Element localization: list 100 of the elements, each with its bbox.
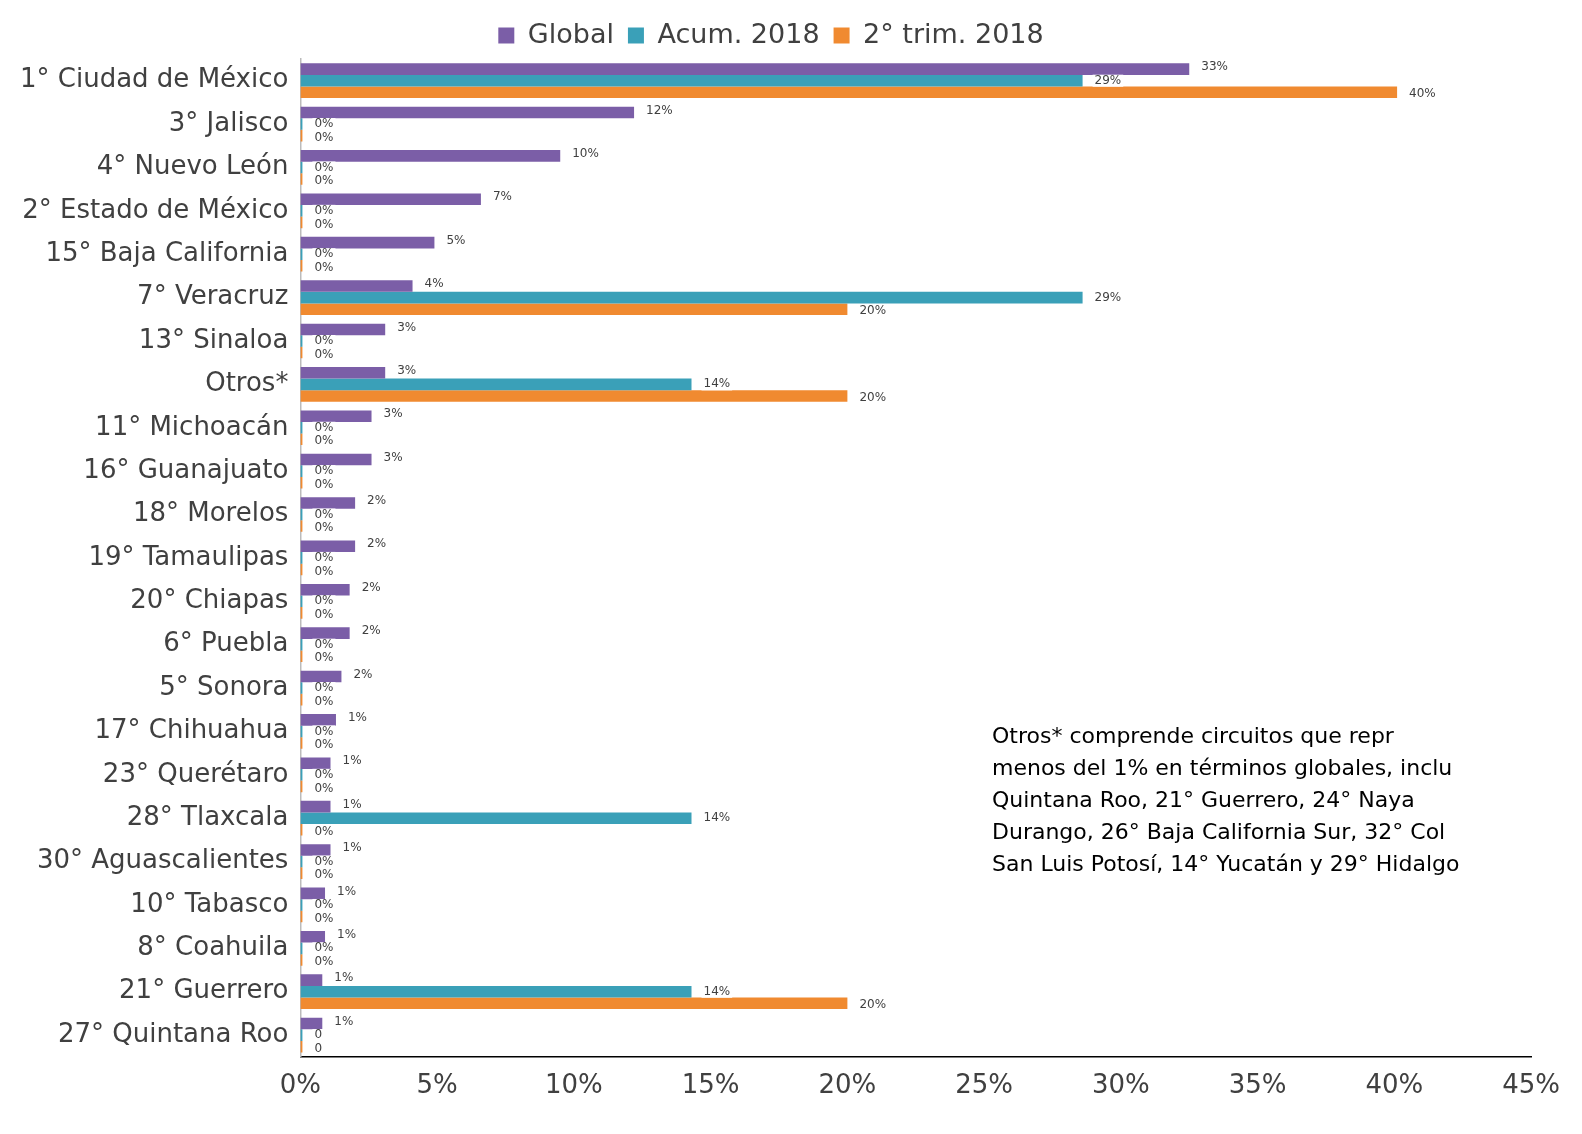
bar <box>300 291 1083 304</box>
data-label: 7% <box>492 189 512 204</box>
x-tick-label: 20% <box>818 1069 877 1100</box>
data-label: 0% <box>314 853 334 868</box>
bar <box>300 193 481 206</box>
data-label: 20% <box>859 303 887 318</box>
y-tick-label: 17° Chihuahua <box>94 714 289 745</box>
bar <box>300 844 331 856</box>
data-label: 0% <box>314 433 334 448</box>
bar <box>300 86 1398 99</box>
bar <box>300 303 848 315</box>
data-label: 40% <box>1409 86 1436 101</box>
y-tick-label: 8° Coahuila <box>137 931 289 962</box>
data-label: 4% <box>424 276 444 291</box>
y-tick-label: 2° Estado de México <box>22 193 289 224</box>
bar <box>300 367 386 379</box>
y-tick-label: 11° Michoacán <box>95 410 289 441</box>
data-label: 1% <box>342 840 362 855</box>
data-label: 0% <box>314 780 334 795</box>
x-tick-label: 10% <box>545 1069 603 1100</box>
data-label: 14% <box>703 810 731 825</box>
data-label: 2% <box>367 493 387 508</box>
data-label: 0% <box>314 954 334 969</box>
bar <box>300 453 372 466</box>
data-label: 0% <box>314 693 334 708</box>
data-label: 0% <box>314 346 334 361</box>
bar <box>300 150 561 162</box>
data-label: 0% <box>314 476 334 491</box>
data-label: 14% <box>703 983 731 998</box>
y-tick-label: 4° Nuevo León <box>96 150 289 181</box>
x-tick-label: 45% <box>1502 1069 1560 1100</box>
y-tick-label: 10° Tabasco <box>130 887 289 918</box>
data-label: 0% <box>314 520 334 535</box>
data-label: 0% <box>314 259 334 274</box>
x-tick-label: 40% <box>1365 1069 1424 1100</box>
y-tick-label: 20° Chiapas <box>130 584 289 615</box>
data-label: 0% <box>314 506 334 521</box>
data-label: 3% <box>397 362 417 377</box>
legend-label: Acum. 2018 <box>657 17 820 49</box>
data-label: 1% <box>347 709 368 724</box>
data-label: 0% <box>314 737 334 752</box>
data-label: 0% <box>314 593 334 608</box>
data-label: 1% <box>342 753 362 768</box>
data-label: 0% <box>314 606 334 621</box>
data-label: 0% <box>314 823 334 838</box>
data-label: 0% <box>314 216 334 231</box>
y-tick-label: Otros* <box>205 367 289 398</box>
bar <box>300 974 323 986</box>
data-label: 0 <box>314 1040 323 1055</box>
legend-label: 2° trim. 2018 <box>863 17 1044 49</box>
y-tick-label: 15° Baja California <box>45 236 289 267</box>
bar <box>300 280 413 292</box>
bar <box>300 670 342 683</box>
data-label: 0 <box>314 1027 323 1042</box>
data-label: 0% <box>314 910 334 925</box>
bar <box>300 236 435 249</box>
data-label: 0% <box>314 897 334 912</box>
x-tick-label: 25% <box>955 1069 1014 1100</box>
bar <box>300 800 331 813</box>
data-label: 2% <box>361 579 381 594</box>
x-tick-label: 0% <box>279 1069 322 1100</box>
data-label: 14% <box>703 376 731 391</box>
data-label: 0% <box>314 419 334 434</box>
data-label: 0% <box>314 116 334 131</box>
data-label: 1% <box>342 796 362 811</box>
bar <box>300 378 692 391</box>
legend-label: Global <box>527 17 614 49</box>
y-tick-label: 21° Guerrero <box>119 974 289 1005</box>
data-label: 29% <box>1094 72 1122 87</box>
bar <box>300 757 331 770</box>
data-label: 20% <box>859 997 887 1012</box>
bar <box>300 106 635 119</box>
data-label: 1% <box>337 883 357 898</box>
x-tick-label: 35% <box>1228 1069 1287 1100</box>
y-tick-label: 5° Sonora <box>159 670 289 701</box>
data-label: 10% <box>572 146 599 161</box>
data-label: 2% <box>367 536 387 551</box>
data-label: 2% <box>353 666 373 681</box>
data-label: 0% <box>314 550 334 565</box>
bar <box>300 930 326 943</box>
data-label: 0% <box>314 202 334 217</box>
x-tick-label: 5% <box>416 1069 458 1100</box>
y-tick-label: 6° Puebla <box>163 627 289 658</box>
bar <box>300 1017 323 1030</box>
bar <box>300 812 692 824</box>
data-label: 0% <box>314 173 334 188</box>
x-tick-label: 15% <box>681 1069 740 1100</box>
data-label: 0% <box>314 940 334 955</box>
y-tick-label: 13° Sinaloa <box>138 323 289 354</box>
data-label: 12% <box>646 102 673 117</box>
data-label: 3% <box>383 449 403 464</box>
data-label: 0% <box>314 159 334 174</box>
data-label: 0% <box>314 650 334 665</box>
data-label: 1% <box>334 1013 354 1028</box>
bar <box>300 887 326 900</box>
bar <box>300 985 692 998</box>
bar <box>300 540 356 553</box>
data-label: 5% <box>446 232 466 247</box>
bar <box>300 583 350 596</box>
data-label: 0% <box>314 463 334 478</box>
